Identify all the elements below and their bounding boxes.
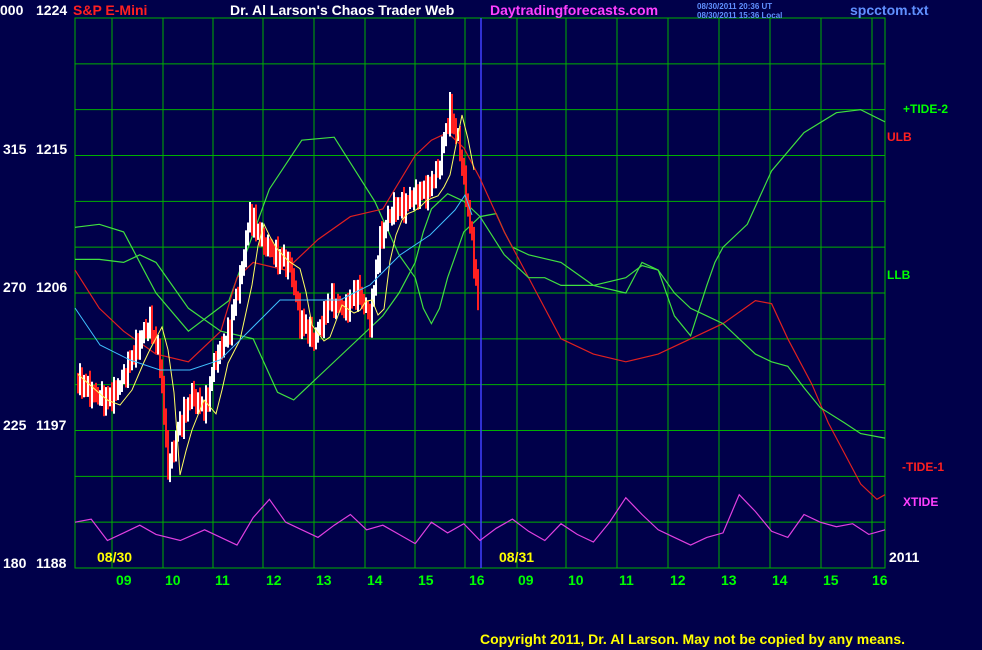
timestamp-ut: 08/30/2011 20:36 UT (697, 2, 773, 11)
series-line--tide-1 (74, 493, 886, 546)
date-label-0831: 08/31 (499, 549, 535, 565)
counter-tick-315: 315 (3, 141, 27, 157)
page-title: Dr. Al Larson's Chaos Trader Web (230, 2, 455, 18)
legend-llb: LLB (887, 268, 911, 282)
hour-tick: 13 (316, 572, 332, 588)
moving-average-line (77, 114, 475, 476)
counter-tick-225: 225 (3, 417, 27, 433)
year-label: 2011 (889, 549, 920, 565)
hour-tick: 13 (721, 572, 737, 588)
copyright-notice: Copyright 2011, Dr. Al Larson. May not b… (480, 631, 906, 647)
hour-tick: 15 (823, 572, 839, 588)
price-tick-1206: 1206 (36, 279, 68, 295)
date-label-0830: 08/30 (97, 549, 133, 565)
hour-tick: 11 (619, 572, 634, 588)
hour-tick: 12 (266, 572, 282, 588)
counter-tick-180: 180 (3, 555, 27, 571)
series-line-ulb (74, 131, 886, 501)
hour-tick: 10 (165, 572, 181, 588)
hour-tick: 12 (670, 572, 686, 588)
hour-tick: 10 (568, 572, 584, 588)
hour-tick: 09 (116, 572, 132, 588)
hour-tick: 15 (418, 572, 434, 588)
price-tick-1215: 1215 (36, 141, 68, 157)
symbol-label: S&P E-Mini (73, 2, 148, 18)
site-name[interactable]: Daytradingforecasts.com (490, 2, 659, 18)
cyan-line (74, 193, 473, 371)
hour-tick: 16 (872, 572, 888, 588)
counter-tick-270: 270 (3, 279, 27, 295)
hour-tick: 09 (518, 572, 534, 588)
hour-tick: 11 (215, 572, 230, 588)
filename-label: spcctom.txt (850, 2, 929, 18)
hour-tick: 16 (469, 572, 485, 588)
price-tick-1224: 1224 (36, 2, 68, 18)
counter-tick-000: 000 (0, 2, 24, 18)
grid-lines (74, 17, 886, 569)
price-bars (74, 92, 479, 483)
price-tick-1188: 1188 (36, 555, 67, 571)
price-tick-1197: 1197 (36, 417, 67, 433)
hour-tick: 14 (367, 572, 383, 588)
legend-ulb: ULB (887, 130, 912, 144)
series-layer (74, 109, 886, 546)
series-line-llb (75, 192, 886, 439)
timestamp-local: 08/30/2011 15:36 Local (697, 11, 783, 20)
hour-tick: 14 (772, 572, 788, 588)
legend-tide2: +TIDE-2 (903, 102, 949, 116)
legend-tide1: -TIDE-1 (902, 460, 944, 474)
legend-xtide: XTIDE (903, 495, 939, 509)
